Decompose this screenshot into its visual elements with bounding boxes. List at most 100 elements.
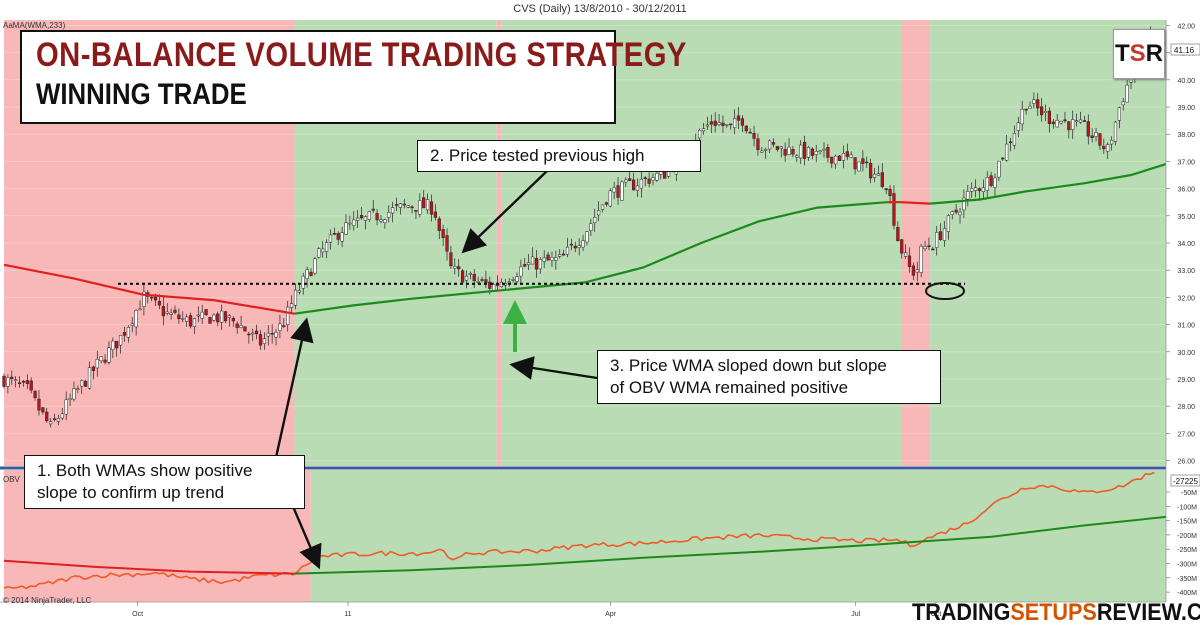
candle-up [324, 242, 329, 252]
candle-up [1106, 144, 1110, 152]
candle-up [787, 146, 791, 156]
candle-down [771, 142, 776, 145]
candle-up [818, 150, 822, 152]
candle-up [321, 248, 325, 253]
candle-down [150, 296, 154, 299]
candle-up [305, 269, 309, 279]
candle-down [255, 330, 259, 335]
candle-down [713, 120, 717, 126]
candle-down [484, 279, 488, 283]
candle-down [744, 125, 748, 132]
callout-price-wma: 3. Price WMA sloped down but slope of OB… [597, 350, 941, 404]
candle-up [554, 257, 558, 261]
candle-up [212, 314, 216, 321]
candle-up [391, 207, 395, 214]
candle-down [647, 178, 651, 184]
candle-up [107, 347, 111, 363]
price-tick-label: 38.00 [1177, 132, 1195, 139]
candle-down [10, 376, 14, 380]
candle-down [231, 317, 235, 322]
candle-up [942, 228, 947, 241]
price-tick-label: 40.00 [1177, 78, 1195, 85]
obv-wma-up [294, 515, 1167, 575]
candle-up [515, 276, 519, 282]
candle-up [1032, 99, 1036, 104]
candle-up [550, 257, 554, 261]
candle-up [538, 259, 542, 270]
price-wma-down [3, 263, 295, 315]
site-watermark: TRADINGSETUPSREVIEW.COM [912, 599, 1200, 627]
candle-up [192, 318, 197, 327]
strategy-subtitle: WINNING TRADE [36, 78, 247, 111]
candle-down [414, 210, 418, 212]
candle-down [157, 300, 162, 306]
logo-letter-r: R [1145, 40, 1164, 67]
copyright-text: © 2014 NinjaTrader, LLC [3, 596, 92, 605]
candle-up [328, 234, 333, 243]
logo-letter-t: T [1114, 40, 1130, 67]
candle-up [476, 281, 480, 283]
candle-down [449, 252, 453, 267]
candle-down [52, 418, 57, 421]
candle-up [822, 148, 826, 151]
candle-down [235, 323, 239, 328]
candle-up [130, 323, 134, 326]
candle-down [204, 309, 208, 315]
candle-down [188, 315, 193, 327]
price-tick-label: 39.00 [1177, 105, 1195, 112]
candle-up [841, 152, 846, 161]
candle-up [80, 380, 84, 387]
callout-1-line-1: 1. Both WMAs show positive [37, 461, 253, 480]
candle-up [387, 212, 391, 218]
right-axis-background [1166, 20, 1200, 602]
candle-down [616, 185, 620, 198]
candle-up [651, 177, 655, 181]
candle-down [1082, 120, 1086, 122]
candle-up [872, 173, 877, 178]
candle-up [635, 185, 640, 191]
candle-up [530, 256, 535, 265]
candle-up [919, 245, 923, 273]
candle-up [286, 306, 290, 325]
candle-down [243, 326, 247, 332]
price-wma-up [930, 163, 1167, 205]
obv-tick-label: -200M [1177, 533, 1197, 540]
candle-up [185, 316, 189, 322]
candle-up [297, 290, 301, 293]
candle-down [562, 253, 566, 256]
candle-down [740, 118, 745, 126]
candle-down [1001, 157, 1005, 160]
candle-up [596, 210, 601, 216]
candle-down [810, 148, 814, 156]
axes: 26.00 27.00 28.00 29.00 30.00 31.00 32.00 33.00… [0, 20, 1200, 634]
candle-up [118, 335, 123, 346]
candle-down [721, 122, 725, 126]
candle-up [542, 257, 546, 262]
candle-up [1113, 121, 1118, 142]
candle-down [282, 325, 286, 328]
candle-down [45, 411, 49, 422]
candle-down [309, 271, 313, 277]
candle-up [1121, 101, 1125, 106]
candle-down [1067, 121, 1071, 131]
candle-up [620, 181, 624, 201]
candle-down [1051, 121, 1055, 125]
candle-down [775, 146, 779, 150]
candle-up [1043, 111, 1048, 113]
candle-down [115, 340, 119, 349]
candle-up [970, 188, 974, 192]
candle-down [336, 233, 340, 240]
candle-up [352, 219, 356, 227]
price-indicator-label: AaMA(WMA,233) [3, 21, 66, 30]
candle-up [966, 191, 970, 200]
candle-down [884, 188, 888, 191]
candle-down [457, 266, 461, 270]
candle-down [853, 157, 857, 170]
candle-down [826, 147, 830, 158]
candle-down [173, 309, 177, 313]
candle-down [29, 380, 33, 391]
candle-down [216, 313, 220, 323]
candle-up [923, 246, 927, 250]
candle-up [589, 223, 593, 232]
candle-up [356, 217, 360, 221]
